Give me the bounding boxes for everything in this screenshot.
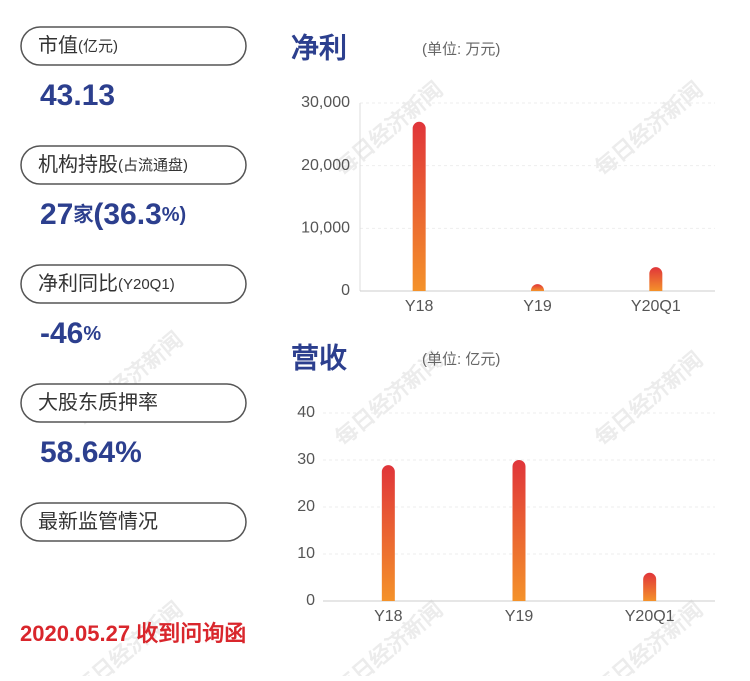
value-part: 27 xyxy=(40,198,73,231)
pill-label: 市值(亿元) xyxy=(38,34,118,57)
watermark: 每日经济新闻 xyxy=(590,77,707,181)
x-tick-label: Y18 xyxy=(405,298,434,315)
bar xyxy=(512,460,526,601)
y-tick-label: 40 xyxy=(297,404,315,421)
y-tick-label: 10,000 xyxy=(301,220,350,237)
pill-label: 机构持股(占流通盘) xyxy=(38,153,188,176)
pill xyxy=(20,502,247,542)
pill xyxy=(20,145,247,185)
pill-label: 大股东质押率 xyxy=(38,391,158,414)
pill-value: -46% xyxy=(40,317,101,350)
pill-label: 净利同比(Y20Q1) xyxy=(38,272,175,295)
y-tick-label: 20 xyxy=(297,498,315,515)
label-part: (占流通盘) xyxy=(118,156,188,174)
pill xyxy=(20,26,247,66)
pill-value: 43.13 xyxy=(40,79,115,112)
pill-value: 27家(36.3%) xyxy=(40,198,186,231)
y-tick-label: 30,000 xyxy=(301,94,350,111)
y-tick-label: 0 xyxy=(341,282,350,299)
value-part: 家 xyxy=(73,202,94,226)
pill-label: 最新监管情况 xyxy=(38,510,158,533)
x-tick-label: Y20Q1 xyxy=(631,298,681,315)
value-part: % xyxy=(83,323,101,345)
chart-title: 净利 xyxy=(291,32,347,63)
bar xyxy=(412,121,426,291)
y-tick-label: 30 xyxy=(297,451,315,468)
value-part: 43.13 xyxy=(40,79,115,112)
chart-subtitle: (单位: 亿元) xyxy=(422,351,500,368)
y-tick-label: 10 xyxy=(297,545,315,562)
label-part: 最新监管情况 xyxy=(38,510,158,533)
label-part: (Y20Q1) xyxy=(118,276,175,293)
x-tick-label: Y20Q1 xyxy=(625,608,675,625)
y-tick-label: 0 xyxy=(306,592,315,609)
footer: 2020.05.27 收到问询函 xyxy=(20,621,246,646)
x-tick-label: Y19 xyxy=(505,608,534,625)
value-part: 58.64% xyxy=(40,436,142,469)
x-tick-label: Y19 xyxy=(523,298,552,315)
pill xyxy=(20,264,247,304)
label-part: 大股东质押率 xyxy=(38,391,158,414)
x-tick-label: Y18 xyxy=(374,608,403,625)
bar xyxy=(649,267,663,291)
value-part: -46 xyxy=(40,317,83,350)
label-part: 净利同比 xyxy=(38,272,118,295)
pill-value: 58.64% xyxy=(40,436,142,469)
bar xyxy=(643,572,657,601)
label-part: 市值 xyxy=(38,34,78,57)
value-part: (36.3 xyxy=(93,198,161,231)
chart-subtitle: (单位: 万元) xyxy=(422,41,500,58)
chart-title: 营收 xyxy=(291,342,347,373)
pill xyxy=(20,383,247,423)
value-part: %) xyxy=(162,204,186,226)
bar xyxy=(531,284,544,291)
watermark: 每日经济新闻 xyxy=(590,347,707,451)
y-tick-label: 20,000 xyxy=(301,157,350,174)
bar xyxy=(381,465,395,601)
label-part: 机构持股 xyxy=(38,153,118,176)
label-part: (亿元) xyxy=(78,38,118,55)
